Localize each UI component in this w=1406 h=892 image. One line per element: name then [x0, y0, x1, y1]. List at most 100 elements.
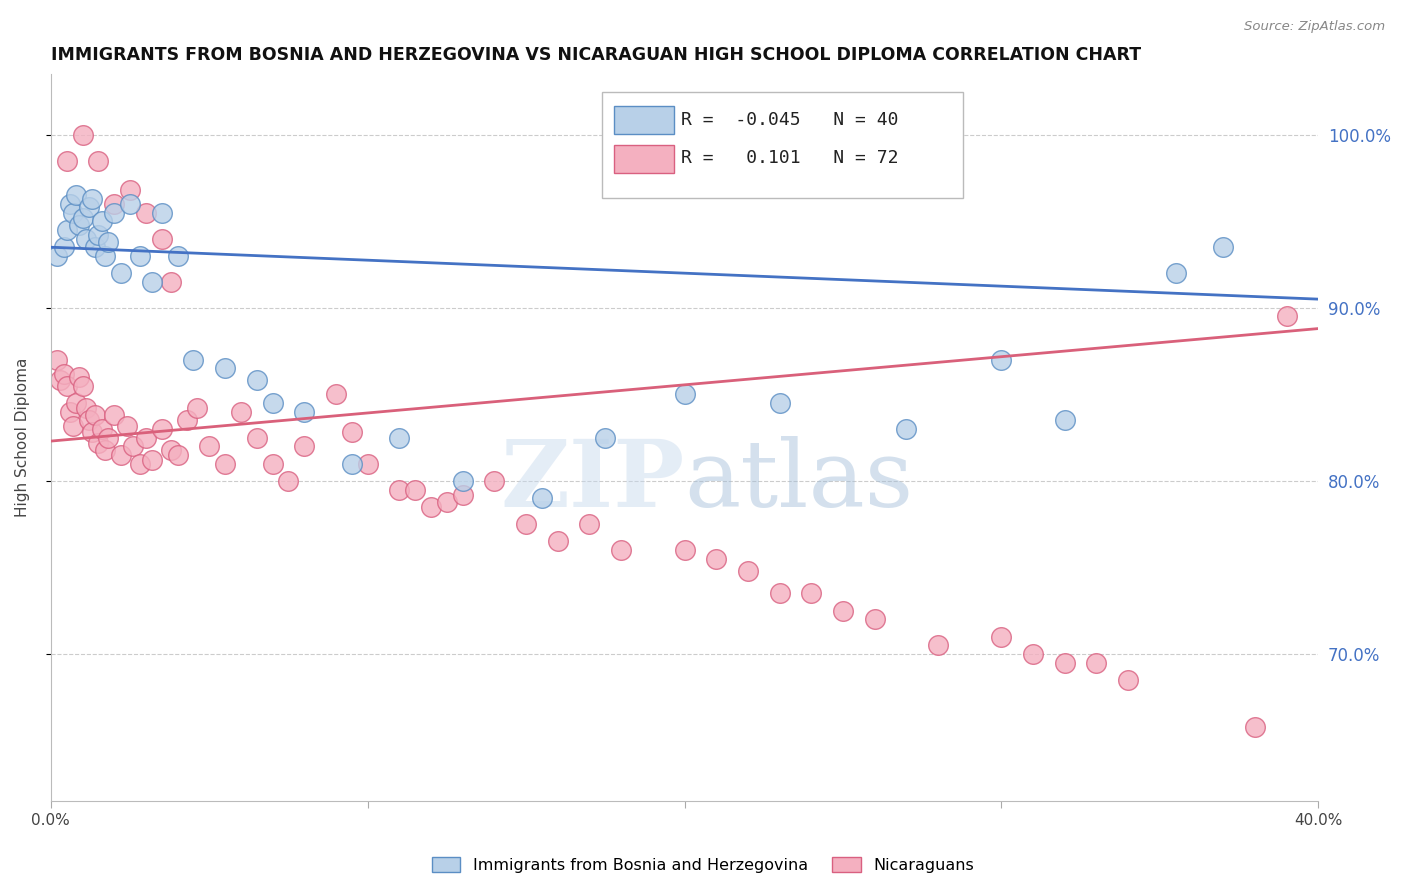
Text: atlas: atlas: [685, 436, 914, 526]
Point: [84, 240, 107, 254]
Point: [990, 630, 1012, 644]
Point: [673, 543, 696, 558]
Point: [595, 431, 617, 445]
Point: [1053, 413, 1076, 427]
Point: [1022, 647, 1045, 661]
Point: [578, 517, 600, 532]
Point: [77, 413, 100, 427]
Point: [1244, 720, 1267, 734]
Point: [115, 418, 138, 433]
Point: [87, 435, 110, 450]
Point: [262, 396, 284, 410]
Point: [262, 457, 284, 471]
Point: [515, 517, 537, 532]
Point: [97, 431, 120, 445]
Point: [52, 367, 75, 381]
Point: [737, 564, 759, 578]
Point: [55, 223, 77, 237]
Point: [141, 453, 163, 467]
Point: [150, 205, 173, 219]
Point: [530, 491, 553, 506]
Point: [436, 494, 458, 508]
Point: [67, 218, 90, 232]
FancyBboxPatch shape: [613, 145, 675, 173]
Point: [150, 422, 173, 436]
Point: [87, 228, 110, 243]
Text: IMMIGRANTS FROM BOSNIA AND HERZEGOVINA VS NICARAGUAN HIGH SCHOOL DIPLOMA CORRELA: IMMIGRANTS FROM BOSNIA AND HERZEGOVINA V…: [51, 46, 1140, 64]
Point: [214, 457, 236, 471]
Point: [65, 188, 87, 202]
Point: [186, 401, 208, 416]
Point: [673, 387, 696, 401]
Point: [80, 425, 103, 440]
Point: [704, 551, 727, 566]
Text: Source: ZipAtlas.com: Source: ZipAtlas.com: [1244, 20, 1385, 33]
Point: [388, 431, 411, 445]
Point: [451, 474, 474, 488]
Point: [59, 404, 82, 418]
Point: [72, 128, 94, 142]
FancyBboxPatch shape: [613, 106, 675, 135]
Point: [135, 205, 157, 219]
Point: [103, 205, 125, 219]
Point: [768, 586, 790, 600]
Point: [1212, 240, 1234, 254]
Point: [896, 422, 918, 436]
Point: [1116, 673, 1139, 687]
Point: [97, 235, 120, 249]
Point: [55, 153, 77, 168]
Point: [93, 249, 115, 263]
Point: [75, 231, 97, 245]
Point: [246, 431, 269, 445]
Point: [46, 352, 69, 367]
Point: [768, 396, 790, 410]
Point: [160, 442, 183, 457]
Point: [59, 197, 82, 211]
Point: [1053, 656, 1076, 670]
Point: [118, 183, 141, 197]
Text: ZIP: ZIP: [501, 436, 685, 526]
Point: [67, 370, 90, 384]
Point: [46, 249, 69, 263]
Point: [388, 483, 411, 497]
Legend: Immigrants from Bosnia and Herzegovina, Nicaraguans: Immigrants from Bosnia and Herzegovina, …: [425, 851, 981, 880]
Point: [214, 361, 236, 376]
Point: [160, 275, 183, 289]
Point: [122, 439, 145, 453]
Point: [150, 231, 173, 245]
Text: R =   0.101   N = 72: R = 0.101 N = 72: [681, 149, 898, 167]
Point: [340, 457, 363, 471]
Point: [84, 408, 107, 422]
Point: [1275, 310, 1298, 324]
Point: [246, 374, 269, 388]
Point: [77, 201, 100, 215]
Point: [72, 211, 94, 225]
Point: [52, 240, 75, 254]
Point: [90, 422, 112, 436]
Point: [277, 474, 299, 488]
Point: [420, 500, 443, 514]
Point: [166, 249, 188, 263]
Point: [357, 457, 380, 471]
Y-axis label: High School Diploma: High School Diploma: [15, 358, 30, 517]
Point: [110, 448, 132, 462]
Point: [927, 638, 949, 652]
Point: [75, 401, 97, 416]
Point: [292, 404, 315, 418]
Point: [547, 534, 569, 549]
Point: [90, 214, 112, 228]
Point: [340, 425, 363, 440]
Point: [49, 374, 72, 388]
Point: [110, 266, 132, 280]
Point: [832, 604, 855, 618]
Point: [176, 413, 198, 427]
Point: [610, 543, 633, 558]
Point: [863, 612, 886, 626]
Point: [1085, 656, 1108, 670]
Point: [198, 439, 221, 453]
Text: R =  -0.045   N = 40: R = -0.045 N = 40: [681, 111, 898, 129]
Point: [229, 404, 252, 418]
Point: [484, 474, 506, 488]
Point: [80, 192, 103, 206]
Point: [166, 448, 188, 462]
